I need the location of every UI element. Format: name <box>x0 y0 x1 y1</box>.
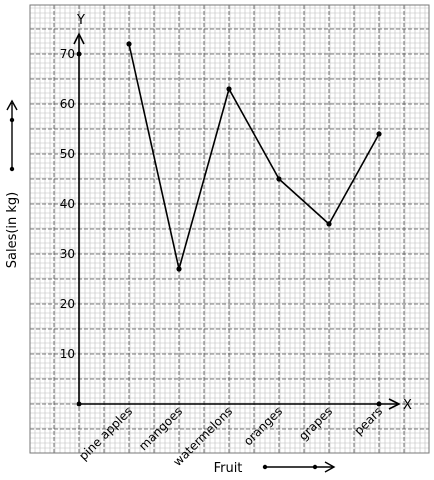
y-axis-arrowhead <box>73 32 85 45</box>
x-axis-letter: X <box>403 398 412 413</box>
y-tick-label: 30 <box>60 247 75 261</box>
data-point <box>176 266 182 272</box>
x-axis-end-point <box>376 401 382 407</box>
y-title-arrow-dot <box>9 117 15 123</box>
y-tick-label: 10 <box>60 347 75 361</box>
y-tick-labels: 10 20 30 40 50 60 70 <box>60 47 75 361</box>
x-title-arrow-dot <box>262 464 268 470</box>
y-tick-label: 60 <box>60 97 75 111</box>
graph-paper-grid <box>29 4 430 454</box>
y-title-arrowhead <box>6 99 18 111</box>
x-axis-arrowhead <box>388 398 401 410</box>
origin-point <box>76 401 82 407</box>
x-axis-title: Fruit <box>214 461 243 476</box>
y-axis-title: Sales(in kg) <box>5 192 20 269</box>
y-tick-label: 20 <box>60 297 75 311</box>
series-line <box>128 43 380 270</box>
y-axis-letter: Y <box>76 13 85 28</box>
y-tick-label: 40 <box>60 197 75 211</box>
y-tick-label: 70 <box>60 47 75 61</box>
y-title-arrow-dot <box>9 166 15 172</box>
data-point <box>376 131 382 137</box>
series-line <box>126 41 382 272</box>
data-point <box>326 221 332 227</box>
x-title-arrowhead <box>324 461 336 473</box>
data-point <box>126 41 132 47</box>
axes <box>73 32 401 410</box>
x-title-arrow-dot <box>312 464 318 470</box>
grid-border <box>29 4 430 454</box>
y-axis-end-point <box>76 51 82 57</box>
data-point <box>276 176 282 182</box>
y-tick-label: 50 <box>60 147 75 161</box>
direction-arrows <box>6 99 336 473</box>
data-point <box>226 86 232 92</box>
axis-titles: Y X Sales(in kg) Fruit <box>5 13 412 476</box>
